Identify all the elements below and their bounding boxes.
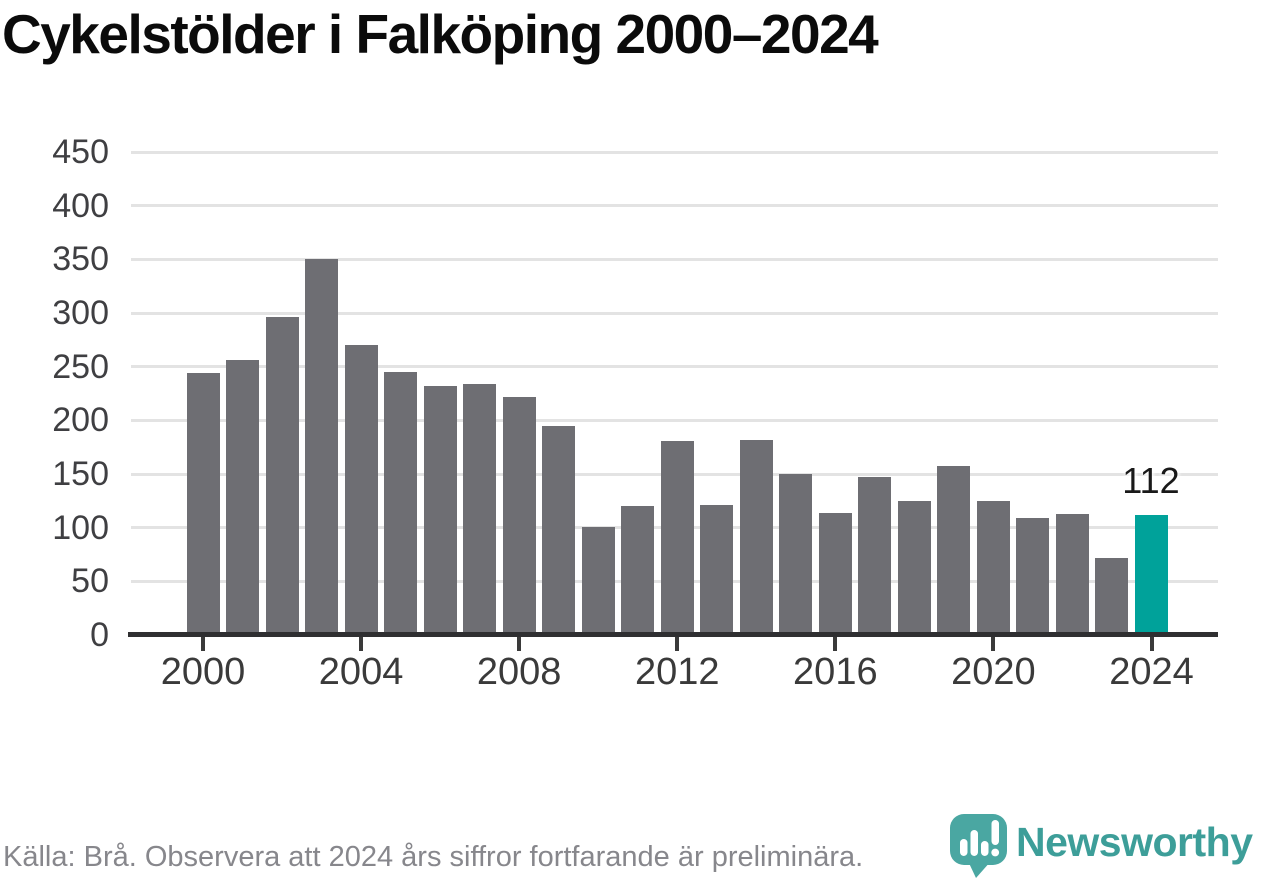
bar-2009 [542, 425, 576, 635]
bar-2000 [186, 373, 220, 635]
x-axis-tick-2024 [1149, 637, 1154, 651]
x-axis-tick-2008 [517, 637, 522, 651]
gridline-350 [131, 257, 1218, 261]
bar-2001 [226, 360, 260, 635]
x-axis-label-2008: 2008 [476, 651, 562, 693]
bar-2022 [1055, 513, 1089, 635]
x-axis-label-2024: 2024 [1109, 651, 1194, 693]
bar-2015 [779, 474, 813, 635]
bar-2004 [344, 345, 378, 635]
source-text: Källa: Brå. Observera att 2024 års siffr… [3, 841, 864, 873]
x-axis-tick-2000 [201, 637, 205, 651]
bar-2017 [858, 477, 892, 635]
x-axis-label-2000: 2000 [160, 651, 246, 693]
bar-2010 [581, 526, 615, 635]
x-axis-label-2004: 2004 [318, 651, 404, 693]
y-axis-label-300: 300 [52, 294, 109, 332]
bar-2020 [976, 500, 1010, 635]
x-axis-tick-2016 [833, 637, 838, 651]
y-axis-label-400: 400 [52, 186, 109, 225]
bar-2007 [463, 383, 497, 635]
gridline-300 [131, 311, 1218, 315]
gridline-450 [131, 150, 1218, 154]
y-axis-label-50: 50 [71, 562, 109, 601]
x-axis-label-2016: 2016 [793, 651, 878, 693]
bar-2023 [1095, 557, 1129, 635]
bar-2005 [384, 372, 418, 635]
x-axis-label-2020: 2020 [951, 651, 1036, 693]
bar-2021 [1016, 518, 1050, 635]
x-axis-line [128, 632, 1218, 637]
x-axis-tick-2012 [675, 637, 680, 651]
bar-2008 [502, 396, 536, 635]
x-axis-tick-2004 [359, 637, 364, 651]
bar-2011 [621, 506, 655, 635]
bar-2002 [265, 317, 299, 635]
y-axis-label-0: 0 [90, 616, 109, 654]
gridline-250 [131, 365, 1218, 369]
newsworthy-brand-name: Newsworthy [1016, 819, 1253, 865]
bar-2003 [305, 259, 339, 635]
x-axis-label-2012: 2012 [634, 651, 720, 693]
y-axis-label-350: 350 [52, 240, 109, 279]
y-axis-label-250: 250 [52, 347, 109, 386]
bar-2006 [423, 385, 457, 635]
gridline-200 [131, 418, 1218, 422]
bar-2014 [739, 439, 773, 635]
bar-2024 [1135, 514, 1168, 635]
y-axis-label-150: 150 [52, 455, 109, 493]
y-axis-label-450: 450 [52, 133, 109, 171]
bar-2013 [700, 505, 734, 635]
y-axis-label-200: 200 [52, 401, 109, 440]
bar-2018 [897, 500, 931, 635]
x-axis-tick-2020 [991, 637, 996, 651]
gridline-400 [131, 204, 1218, 208]
highlight-value-label: 112 [1122, 460, 1180, 501]
chart-title: Cykelstölder i Falköping 2000–2024 [2, 3, 879, 65]
bar-2016 [818, 512, 852, 635]
bar-2012 [660, 440, 694, 635]
newsworthy-logo-icon [949, 813, 1011, 879]
bar-2019 [937, 466, 971, 635]
y-axis-label-100: 100 [52, 508, 109, 547]
